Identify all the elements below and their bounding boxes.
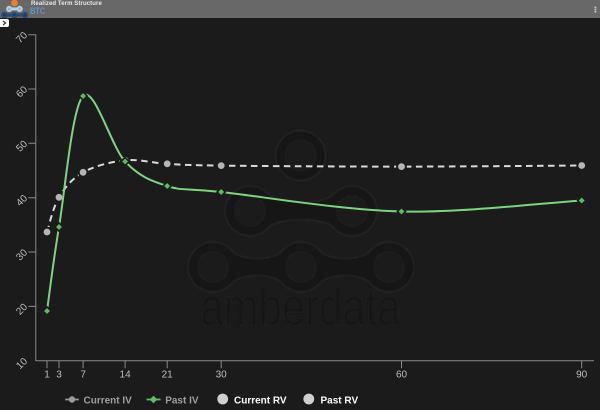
svg-text:70: 70	[14, 30, 30, 46]
svg-text:1: 1	[44, 369, 50, 380]
svg-text:90: 90	[576, 369, 588, 380]
svg-text:Current RV: Current RV	[234, 396, 287, 407]
svg-text:21: 21	[162, 369, 174, 380]
svg-text:30: 30	[14, 247, 30, 263]
svg-text:30: 30	[216, 369, 228, 380]
svg-text:50: 50	[14, 138, 30, 154]
svg-text:14: 14	[120, 369, 132, 380]
svg-text:3: 3	[56, 369, 62, 380]
svg-text:10: 10	[14, 356, 30, 372]
svg-text:Past IV: Past IV	[165, 396, 199, 407]
svg-text:20: 20	[14, 302, 30, 318]
svg-text:Past RV: Past RV	[321, 396, 359, 407]
svg-text:60: 60	[396, 369, 408, 380]
svg-text:60: 60	[14, 84, 30, 100]
svg-text:40: 40	[14, 193, 30, 209]
svg-text:7: 7	[80, 369, 86, 380]
svg-text:amberdata: amberdata	[200, 278, 401, 337]
svg-text:Current IV: Current IV	[84, 396, 133, 407]
